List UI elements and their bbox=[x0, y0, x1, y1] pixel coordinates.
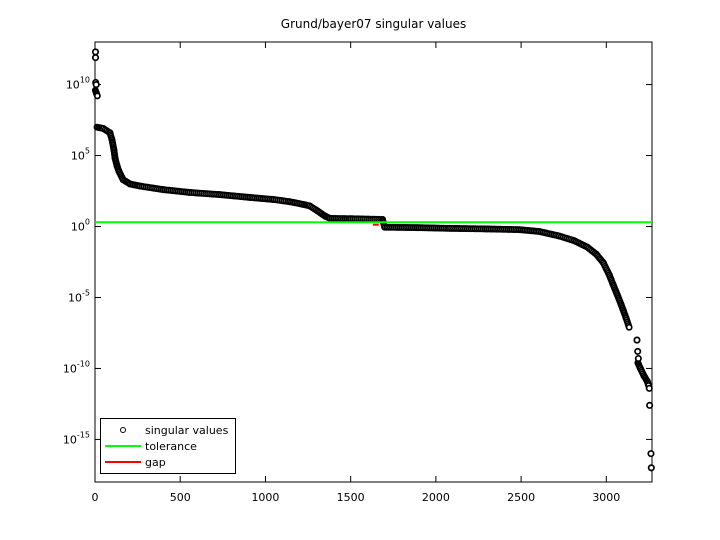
legend-label-gap: gap bbox=[145, 455, 166, 469]
tolerance-line-icon bbox=[101, 445, 145, 447]
singular-value-point bbox=[646, 401, 654, 409]
legend-label-singular-values: singular values bbox=[145, 423, 229, 437]
chart-title: Grund/bayer07 singular values bbox=[280, 17, 467, 31]
legend: singular values tolerance gap bbox=[100, 418, 236, 474]
singular-value-point bbox=[91, 54, 100, 62]
gap-line-icon bbox=[101, 461, 145, 463]
x-tick-label: 500 bbox=[170, 491, 191, 504]
y-tick-label: 1010 bbox=[66, 76, 90, 92]
x-tick-label: 3000 bbox=[592, 491, 620, 504]
x-tick-label: 2000 bbox=[422, 491, 450, 504]
legend-item-tolerance: tolerance bbox=[101, 438, 235, 454]
singular-value-point bbox=[634, 347, 642, 355]
singular-value-point bbox=[91, 48, 100, 56]
y-tick-label: 10-15 bbox=[63, 430, 90, 446]
x-tick-label: 1500 bbox=[337, 491, 365, 504]
singular-value-point bbox=[647, 450, 655, 458]
singular-value-point bbox=[633, 336, 641, 344]
singular-value-point bbox=[645, 384, 653, 392]
axes-box bbox=[94, 41, 653, 483]
singular-value-point bbox=[92, 81, 100, 89]
x-tick-label: 1000 bbox=[251, 491, 279, 504]
singular-value-point bbox=[634, 354, 642, 363]
y-tick-label: 10-10 bbox=[63, 359, 90, 375]
y-tick-label: 105 bbox=[71, 147, 90, 163]
legend-item-singular-values: singular values bbox=[101, 422, 235, 438]
y-tick-label: 10-5 bbox=[68, 288, 90, 304]
x-tick-label: 0 bbox=[92, 491, 99, 504]
x-tick-label: 2500 bbox=[507, 491, 535, 504]
singular-values-series bbox=[91, 48, 655, 472]
x-axis-ticks: 0 500 1000 1500 2000 2500 3000 bbox=[92, 42, 620, 504]
y-tick-label: 100 bbox=[71, 218, 90, 234]
y-axis-ticks: 1010 105 100 10-5 10-10 10-15 bbox=[63, 76, 652, 446]
legend-label-tolerance: tolerance bbox=[145, 439, 197, 453]
singular-values-marker-icon bbox=[101, 427, 145, 433]
legend-item-gap: gap bbox=[101, 454, 235, 470]
singular-value-point bbox=[647, 464, 655, 472]
